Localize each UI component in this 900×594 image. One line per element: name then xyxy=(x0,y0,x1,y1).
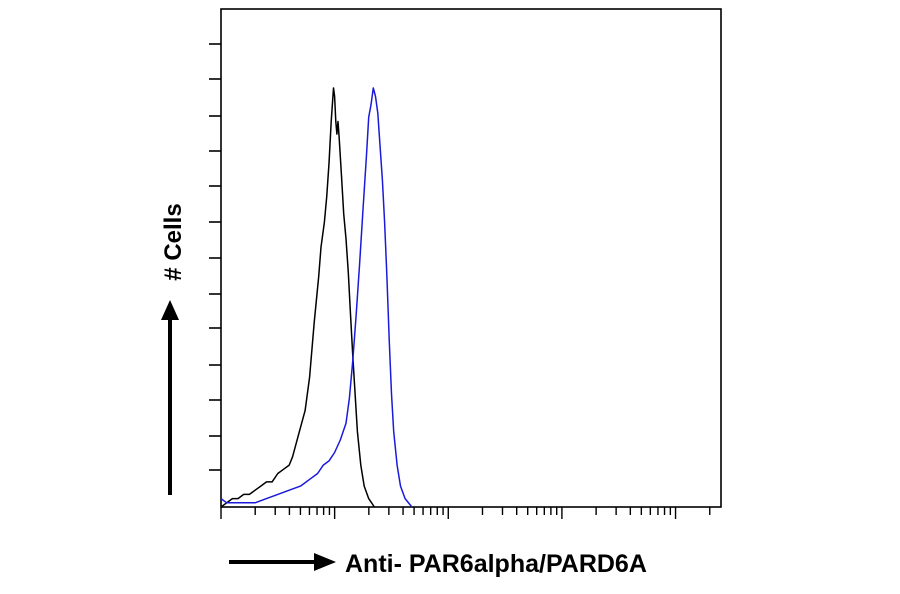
x-axis-ticks xyxy=(220,507,711,519)
x-axis-label: Anti- PAR6alpha/PARD6A xyxy=(345,550,647,578)
series-layer xyxy=(220,87,413,508)
plot-frame xyxy=(220,8,722,508)
histogram-series-2 xyxy=(220,87,413,508)
y-axis-arrow xyxy=(161,300,179,495)
x-axis-arrow xyxy=(229,553,336,571)
y-axis-ticks xyxy=(209,43,221,471)
histogram-series-1 xyxy=(220,87,376,508)
y-axis-label: # Cells xyxy=(160,203,187,280)
